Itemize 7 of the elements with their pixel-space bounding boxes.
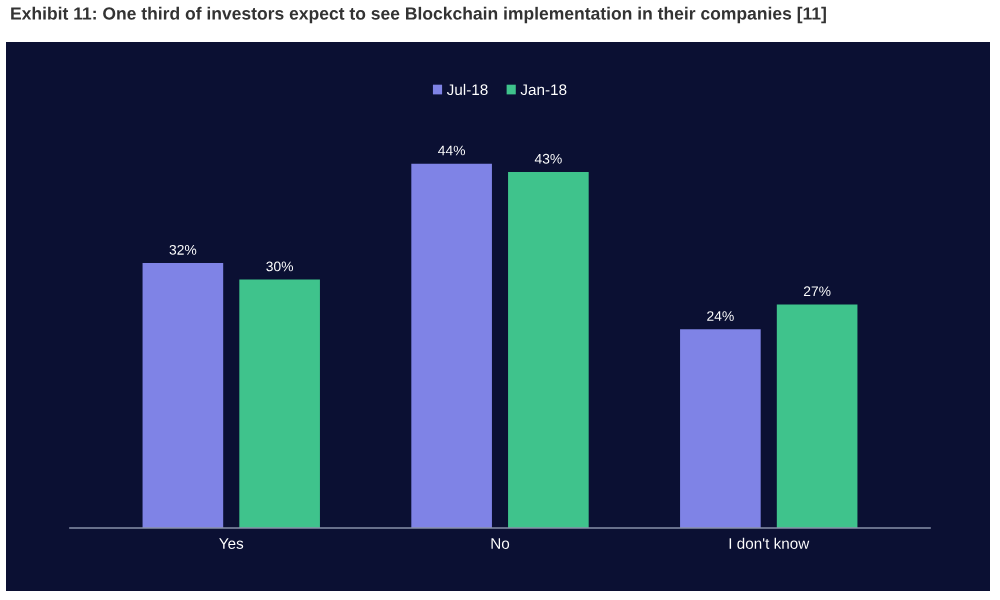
bar [142, 263, 224, 528]
chart-title: Exhibit 11: One third of investors expect to see Blockchain implementation in their companies [11] [11, 6, 826, 24]
bar [411, 163, 492, 528]
bar [776, 304, 858, 528]
bar [508, 171, 589, 528]
bar [680, 329, 761, 528]
bar [239, 279, 320, 528]
